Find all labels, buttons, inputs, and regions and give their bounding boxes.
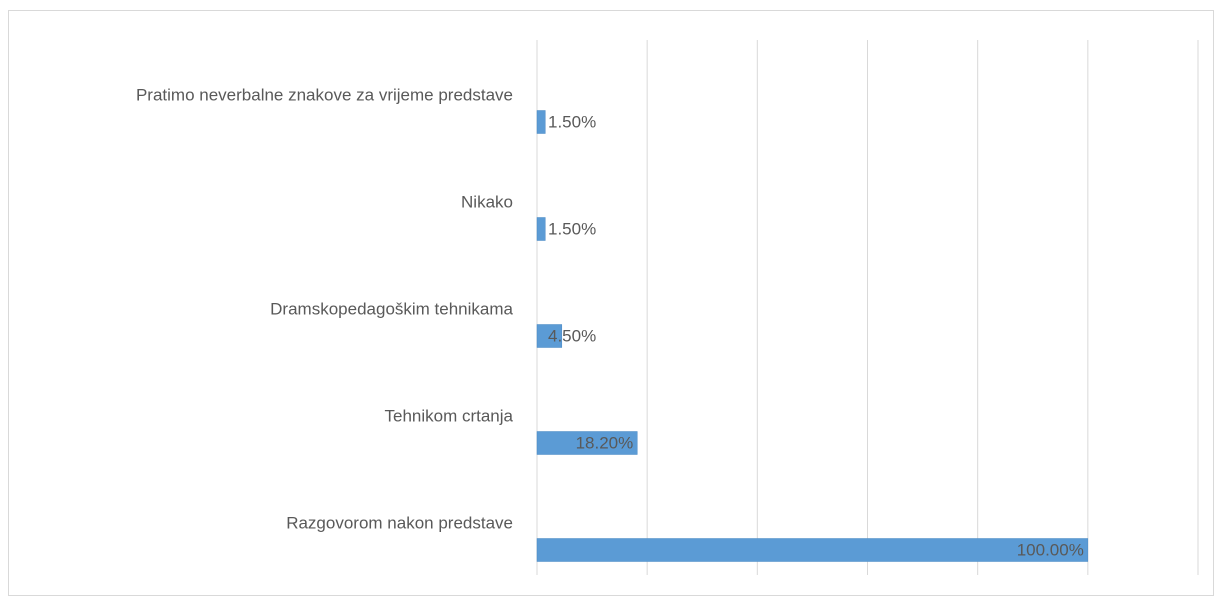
category-label: Tehnikom crtanja: [384, 406, 513, 425]
bar: [536, 324, 563, 348]
data-label: 18.20%: [576, 433, 634, 452]
data-label: 100.00%: [1017, 540, 1084, 559]
bar: [536, 110, 546, 134]
data-label: 1.50%: [548, 112, 596, 131]
category-label: Razgovorom nakon predstave: [286, 513, 513, 532]
data-label: 1.50%: [548, 219, 596, 238]
data-label: 4.50%: [548, 326, 596, 345]
bar: [536, 538, 1089, 562]
category-label: Pratimo neverbalne znakove za vrijeme pr…: [136, 85, 513, 104]
category-label: Dramskopedagoškim tehnikama: [270, 299, 513, 318]
bar: [536, 431, 638, 455]
category-label: Nikako: [461, 192, 513, 211]
chart-border: [8, 10, 1214, 596]
bar: [536, 217, 546, 241]
